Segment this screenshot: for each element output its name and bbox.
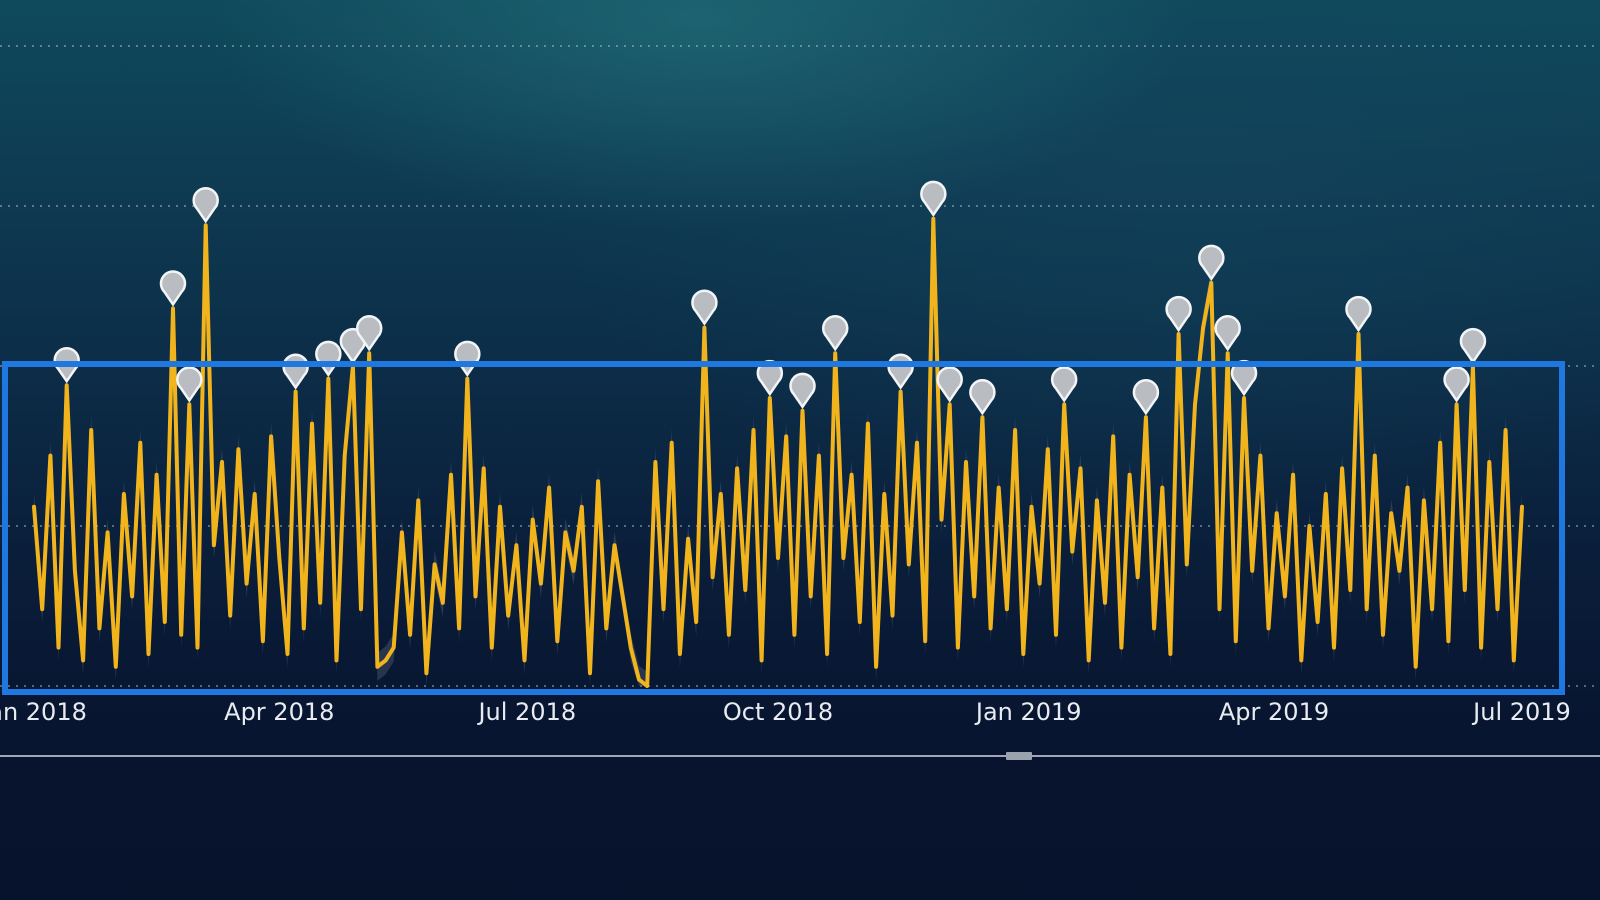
anomaly-marker[interactable] (1165, 295, 1192, 333)
anomaly-marker[interactable] (1050, 366, 1078, 403)
x-tick-label: Jul 2019 (1471, 698, 1571, 726)
anomaly-marker[interactable] (936, 366, 963, 403)
scrollbar[interactable] (0, 752, 1600, 760)
map-pin-icon (1050, 366, 1078, 403)
map-pin-icon (159, 270, 187, 307)
map-pin-icon (822, 315, 849, 352)
map-pin-icon (1459, 327, 1487, 365)
anomaly-marker[interactable] (920, 180, 947, 218)
map-pin-icon (1345, 295, 1372, 333)
x-tick-label: Oct 2018 (723, 698, 833, 726)
map-pin-icon (282, 353, 309, 390)
map-pin-icon (1214, 315, 1241, 352)
anomaly-marker[interactable] (339, 327, 367, 365)
anomaly-marker[interactable] (822, 315, 849, 352)
anomaly-marker[interactable] (789, 372, 816, 410)
anomaly-marker[interactable] (691, 289, 718, 326)
map-pin-icon (1198, 244, 1225, 282)
map-pin-icon (355, 315, 383, 352)
map-pin-icon (454, 340, 481, 378)
anomaly-marker[interactable] (159, 270, 187, 307)
map-pin-icon (789, 372, 816, 410)
map-pin-icon (969, 379, 996, 416)
map-pin-icon (315, 340, 342, 378)
map-pin-icon (920, 180, 947, 218)
map-pin-icon (1443, 366, 1470, 403)
anomaly-marker[interactable] (192, 187, 219, 224)
series-line (32, 216, 1524, 688)
anomaly-marker[interactable] (176, 366, 203, 403)
x-tick-label: Jan 2018 (0, 698, 87, 726)
anomaly-marker[interactable] (969, 379, 996, 416)
anomaly-marker[interactable] (1132, 379, 1160, 416)
x-tick-label: Jan 2019 (974, 698, 1082, 726)
map-pin-icon (936, 366, 963, 403)
map-pin-icon (339, 327, 367, 365)
map-pin-icon (176, 366, 203, 403)
anomaly-marker[interactable] (454, 340, 481, 378)
x-tick-label: Apr 2019 (1219, 698, 1329, 726)
x-tick-label: Jul 2018 (476, 698, 576, 726)
anomaly-marker[interactable] (1214, 315, 1241, 352)
series-layer (32, 204, 1524, 688)
anomaly-marker[interactable] (1198, 244, 1225, 282)
map-pin-icon (1165, 295, 1192, 333)
selection-rectangle[interactable] (2, 361, 1565, 695)
anomaly-marker[interactable] (355, 315, 383, 352)
anomaly-markers (53, 180, 1487, 416)
anomaly-marker[interactable] (1443, 366, 1470, 403)
anomaly-marker[interactable] (282, 353, 309, 390)
x-tick-label: Apr 2018 (224, 698, 334, 726)
map-pin-icon (691, 289, 718, 326)
selection-layer (2, 361, 1565, 695)
anomaly-marker[interactable] (1345, 295, 1372, 333)
anomaly-marker[interactable] (315, 340, 342, 378)
scrollbar-thumb[interactable] (1006, 752, 1032, 760)
map-pin-icon (887, 353, 914, 390)
map-pin-icon (1132, 379, 1160, 416)
x-axis: Jan 2018 Apr 2018 Jul 2018 Oct 2018 Jan 2019… (0, 698, 1571, 726)
anomaly-marker[interactable] (887, 353, 914, 390)
anomaly-marker[interactable] (1459, 327, 1487, 365)
map-pin-icon (192, 187, 219, 224)
